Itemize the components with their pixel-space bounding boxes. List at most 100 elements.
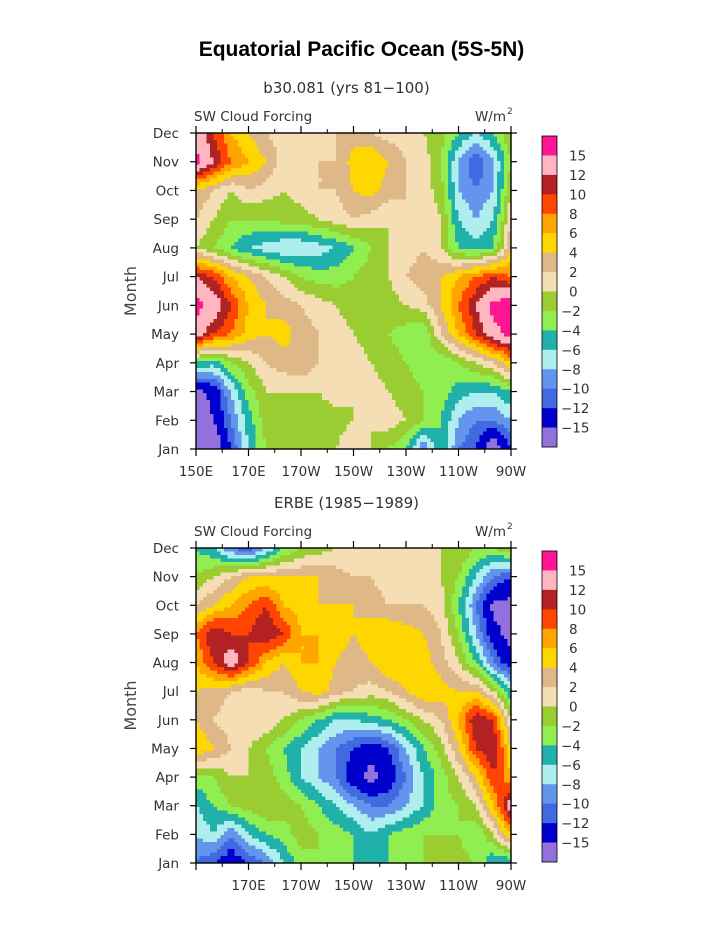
contour-cell bbox=[378, 182, 382, 186]
contour-cell bbox=[424, 158, 428, 162]
contour-cell bbox=[266, 280, 270, 284]
contour-cell bbox=[487, 210, 491, 214]
contour-cell bbox=[501, 158, 505, 162]
contour-cell bbox=[487, 291, 491, 295]
contour-cell bbox=[483, 214, 487, 218]
contour-cell bbox=[336, 263, 340, 267]
contour-cell bbox=[263, 245, 267, 249]
contour-cell bbox=[214, 326, 218, 330]
contour-cell bbox=[329, 256, 333, 260]
contour-cell bbox=[263, 309, 267, 313]
contour-cell bbox=[315, 249, 319, 253]
contour-cell bbox=[375, 309, 379, 313]
contour-cell bbox=[336, 203, 340, 207]
contour-cell bbox=[256, 186, 260, 190]
contour-cell bbox=[322, 284, 326, 288]
contour-cell bbox=[231, 326, 235, 330]
contour-cell bbox=[399, 309, 403, 313]
contour-cell bbox=[259, 316, 263, 320]
contour-cell bbox=[256, 270, 260, 274]
contour-cell bbox=[273, 168, 277, 172]
contour-cell bbox=[483, 295, 487, 299]
contour-cell bbox=[385, 224, 389, 228]
contour-cell bbox=[469, 151, 473, 155]
contour-cell bbox=[350, 256, 354, 260]
contour-cell bbox=[459, 165, 463, 169]
contour-cell bbox=[445, 196, 449, 200]
contour-cell bbox=[210, 193, 214, 197]
contour-cell bbox=[217, 151, 221, 155]
contour-cell bbox=[347, 259, 351, 263]
contour-cell bbox=[259, 168, 263, 172]
contour-cell bbox=[501, 295, 505, 299]
contour-cell bbox=[403, 249, 407, 253]
contour-cell bbox=[445, 316, 449, 320]
contour-cell bbox=[333, 203, 337, 207]
contour-cell bbox=[203, 172, 207, 176]
contour-cell bbox=[406, 256, 410, 260]
contour-cell bbox=[438, 298, 442, 302]
contour-cell bbox=[357, 238, 361, 242]
contour-cell bbox=[371, 312, 375, 316]
contour-cell bbox=[452, 200, 456, 204]
contour-cell bbox=[252, 179, 256, 183]
contour-cell bbox=[315, 147, 319, 151]
contour-cell bbox=[287, 266, 291, 270]
contour-cell bbox=[410, 165, 414, 169]
contour-cell bbox=[273, 238, 277, 242]
contour-cell bbox=[315, 196, 319, 200]
contour-cell bbox=[284, 309, 288, 313]
contour-cell bbox=[406, 245, 410, 249]
contour-cell bbox=[273, 193, 277, 197]
contour-cell bbox=[231, 319, 235, 323]
contour-cell bbox=[448, 165, 452, 169]
contour-cell bbox=[434, 182, 438, 186]
contour-cell bbox=[298, 144, 302, 148]
contour-cell bbox=[417, 309, 421, 313]
contour-cell bbox=[200, 196, 204, 200]
contour-cell bbox=[207, 228, 211, 232]
contour-cell bbox=[301, 245, 305, 249]
contour-cell bbox=[235, 326, 239, 330]
contour-cell bbox=[210, 144, 214, 148]
contour-cell bbox=[459, 252, 463, 256]
contour-cell bbox=[455, 231, 459, 235]
contour-cell bbox=[413, 207, 417, 211]
contour-cell bbox=[308, 214, 312, 218]
contour-cell bbox=[497, 140, 501, 144]
contour-cell bbox=[214, 144, 218, 148]
contour-cell bbox=[497, 158, 501, 162]
contour-cell bbox=[256, 284, 260, 288]
contour-cell bbox=[228, 291, 232, 295]
contour-cell bbox=[445, 189, 449, 193]
contour-cell bbox=[259, 295, 263, 299]
contour-cell bbox=[420, 154, 424, 158]
contour-cell bbox=[392, 273, 396, 277]
contour-cell bbox=[406, 270, 410, 274]
contour-cell bbox=[249, 137, 253, 141]
contour-cell bbox=[350, 245, 354, 249]
contour-cell bbox=[504, 263, 508, 267]
contour-cell bbox=[403, 256, 407, 260]
contour-cell bbox=[501, 207, 505, 211]
contour-cell bbox=[301, 231, 305, 235]
contour-cell bbox=[462, 270, 466, 274]
contour-cell bbox=[354, 319, 358, 323]
contour-cell bbox=[326, 291, 330, 295]
contour-cell bbox=[490, 309, 494, 313]
contour-cell bbox=[424, 151, 428, 155]
contour-cell bbox=[252, 140, 256, 144]
contour-cell bbox=[270, 207, 274, 211]
contour-cell bbox=[399, 175, 403, 179]
contour-cell bbox=[277, 316, 281, 320]
contour-cell bbox=[245, 196, 249, 200]
contour-cell bbox=[207, 252, 211, 256]
contour-cell bbox=[483, 270, 487, 274]
contour-cell bbox=[266, 175, 270, 179]
contour-cell bbox=[329, 273, 333, 277]
contour-cell bbox=[389, 291, 393, 295]
contour-cell bbox=[242, 140, 246, 144]
contour-cell bbox=[287, 259, 291, 263]
contour-cell bbox=[256, 323, 260, 327]
contour-cell bbox=[480, 323, 484, 327]
